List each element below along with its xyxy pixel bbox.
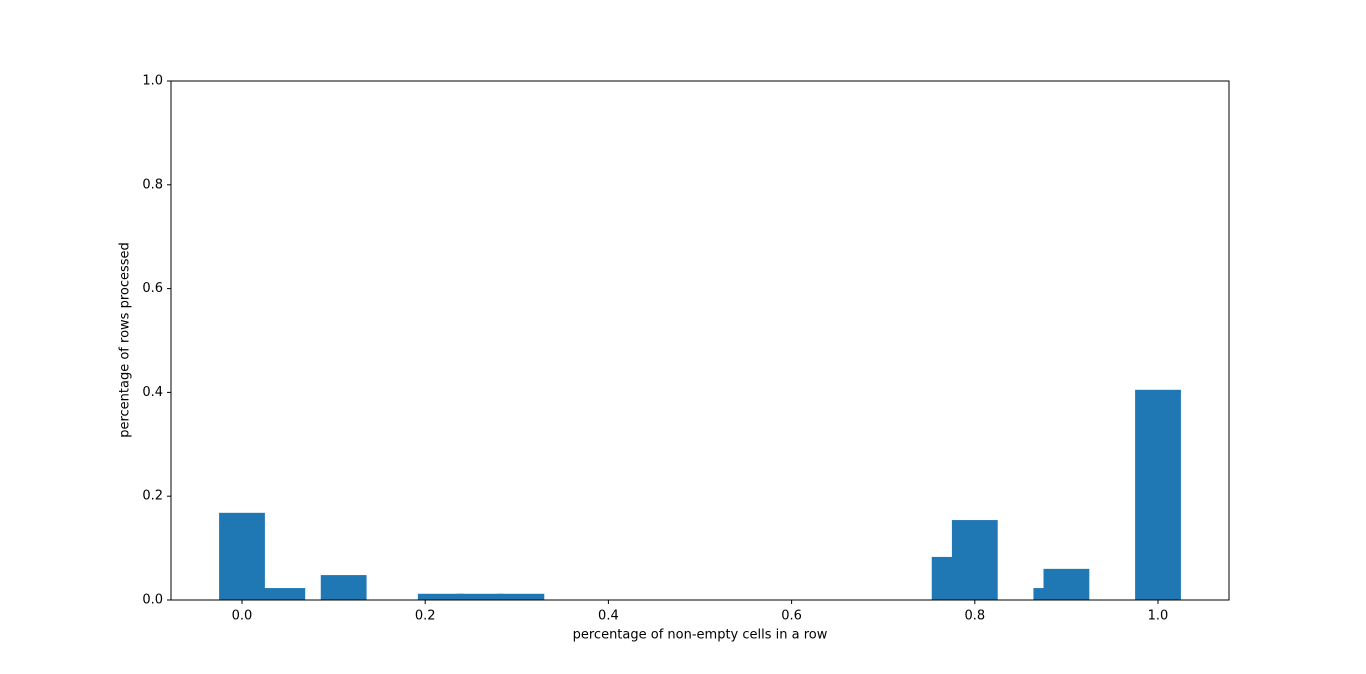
bar xyxy=(1043,568,1090,600)
x-tick-label: 0.4 xyxy=(598,609,619,624)
x-tick-label: 1.0 xyxy=(1148,609,1169,624)
x-tick-label: 0.6 xyxy=(781,609,802,624)
bar xyxy=(417,593,464,600)
y-tick-label: 0.8 xyxy=(142,177,163,192)
bar xyxy=(219,512,265,600)
y-tick-label: 0.0 xyxy=(142,593,163,608)
bar xyxy=(320,575,367,600)
bar xyxy=(1135,389,1181,600)
bar xyxy=(457,593,504,600)
y-tick-label: 0.4 xyxy=(142,385,163,400)
x-tick-label: 0.2 xyxy=(415,609,436,624)
bar xyxy=(951,520,998,600)
x-axis-label: percentage of non-empty cells in a row xyxy=(573,628,828,643)
y-tick-label: 0.6 xyxy=(142,281,163,296)
bar xyxy=(498,593,545,600)
x-tick-label: 0.8 xyxy=(964,609,985,624)
y-tick-label: 0.2 xyxy=(142,489,163,504)
y-tick-label: 1.0 xyxy=(142,74,163,89)
y-axis-label: percentage of rows processed xyxy=(118,242,133,438)
x-tick-label: 0.0 xyxy=(232,609,253,624)
bar xyxy=(259,588,306,600)
plot-frame xyxy=(170,80,1230,601)
